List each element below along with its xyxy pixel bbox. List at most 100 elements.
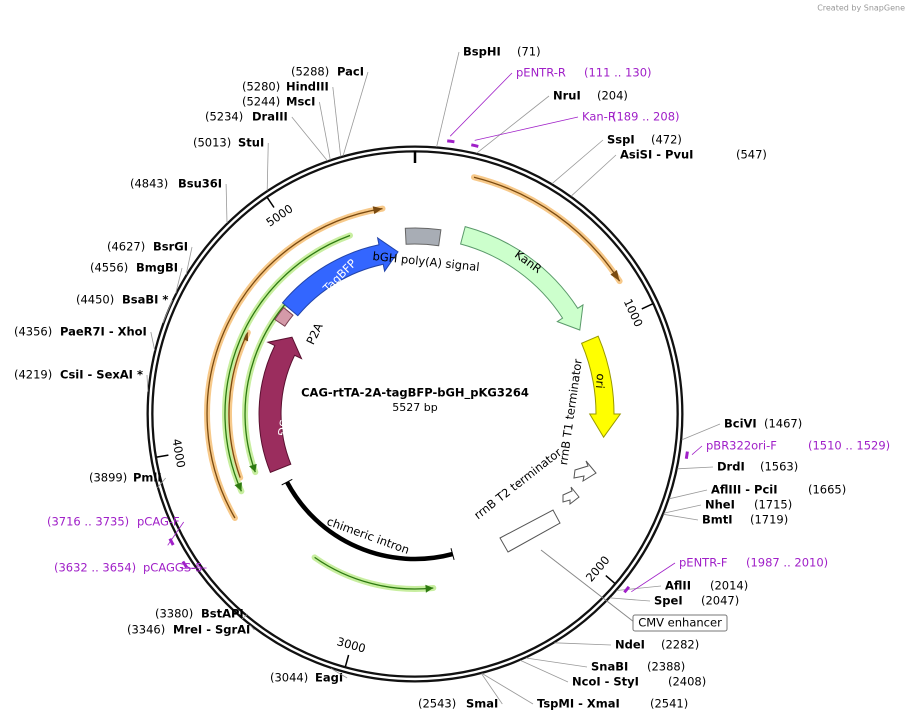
feature-tagbfp: [281, 236, 399, 317]
primer-mark: [684, 451, 689, 459]
enzyme-position: (3346): [127, 623, 165, 637]
feature-label: rrnB T2 terminator: [471, 445, 564, 522]
arc-head: [425, 584, 434, 593]
enzyme-leader: [249, 625, 255, 631]
enzyme-position: (3899): [89, 471, 127, 485]
enzyme-name: BsrGI: [153, 240, 188, 254]
feature-label: CMV enhancer: [638, 616, 722, 630]
scale-tick: [156, 454, 169, 458]
arc-head: [249, 463, 257, 473]
enzyme-leader: [318, 101, 331, 160]
scale-label: 1000: [621, 297, 646, 329]
enzyme-leader: [669, 489, 708, 500]
feature-label: bGH poly(A) signal: [372, 249, 480, 274]
enzyme-name: BciVI: [724, 417, 757, 431]
primer-range: (3632 .. 3654): [54, 561, 136, 575]
enzyme-position: (5234): [205, 110, 243, 124]
enzyme-name: DrdI: [717, 460, 745, 474]
enzyme-leader: [241, 613, 248, 620]
enzyme-position: (2541): [650, 697, 688, 711]
enzyme-name: NcoI - StyI: [572, 675, 639, 689]
enzyme-name: HindIII: [286, 80, 329, 94]
scale-label: 3000: [335, 634, 367, 655]
enzyme-position: (5013): [193, 136, 231, 150]
enzyme-leader: [266, 142, 269, 191]
enzyme-leader: [609, 597, 651, 602]
enzyme-leader: [146, 374, 149, 392]
enzyme-name: BspHI: [463, 45, 501, 59]
primer-mark: [623, 585, 631, 594]
enzyme-leader: [476, 95, 550, 154]
scale-label: 5000: [263, 201, 295, 229]
enzyme-leader: [162, 299, 173, 324]
enzyme-leader: [291, 116, 328, 161]
primer-name: pCAG-F: [137, 515, 180, 529]
primer-leader: [474, 116, 579, 141]
enzyme-position: (2282): [661, 638, 699, 652]
backbone-inner: [148, 147, 682, 681]
primer-range: (1510 .. 1529): [808, 439, 890, 453]
enzyme-name: NruI: [553, 89, 581, 103]
primer-name: pENTR-R: [516, 66, 566, 80]
enzyme-position: (4627): [107, 240, 145, 254]
primer-leader: [691, 445, 703, 456]
primer-mark: [447, 139, 455, 144]
cmv-box: [632, 614, 728, 632]
enzyme-leader: [677, 466, 714, 470]
primer-mark: [470, 143, 479, 148]
enzyme-leader: [175, 267, 183, 294]
enzyme-name: DraIII: [252, 110, 288, 124]
enzyme-name: SpeI: [654, 594, 683, 608]
enzyme-leader: [551, 139, 604, 185]
feature-box: [499, 509, 561, 553]
enzyme-name: PacI: [337, 65, 364, 79]
primer-mark: [181, 560, 189, 569]
enzyme-name: MscI: [286, 95, 315, 109]
enzyme-position: (71): [517, 45, 541, 59]
enzyme-position: (1719): [750, 513, 788, 527]
feature-intron: [285, 481, 454, 562]
feature-teton: [258, 336, 303, 474]
enzyme-position: (4556): [90, 261, 128, 275]
enzyme-leader: [663, 513, 699, 521]
enzyme-position: (5244): [242, 95, 280, 109]
primer-leader: [631, 562, 676, 593]
enzyme-name: EagI: [315, 671, 343, 685]
enzyme-position: (4843): [130, 177, 168, 191]
enzyme-leader: [332, 86, 342, 157]
primer-name: Kan-R: [582, 110, 616, 124]
primer-leader: [449, 72, 513, 137]
map-title: CAG-rtTA-2A-tagBFP-bGH_pKG3264: [301, 386, 529, 401]
enzyme-name: BstAPI: [201, 607, 244, 621]
enzyme-position: (1563): [760, 460, 798, 474]
enzyme-name: BmtI: [702, 513, 733, 527]
enzyme-name: AflIII - PciI: [711, 483, 778, 497]
primer-leader: [167, 521, 185, 546]
primer-range: (111 .. 130): [584, 66, 652, 80]
primer-name: pENTR-F: [679, 556, 727, 570]
enzyme-leader: [570, 154, 617, 197]
feature-kanr: [459, 225, 584, 331]
enzyme-name: BsaBI *: [122, 293, 168, 307]
arc-head: [234, 482, 242, 492]
enzyme-position: (472): [651, 133, 682, 147]
enzyme-position: (2543): [418, 697, 456, 711]
enzyme-position: (3380): [155, 607, 193, 621]
enzyme-position: (2408): [668, 675, 706, 689]
primer-range: (189 .. 208): [612, 110, 680, 124]
map-size: 5527 bp: [392, 401, 437, 414]
feature-label: ori: [593, 373, 608, 389]
enzyme-leader: [481, 673, 534, 705]
enzyme-leader: [436, 51, 460, 147]
enzyme-name: BmgBI: [136, 261, 178, 275]
primer-mark: [168, 538, 175, 546]
enzyme-position: (2014): [710, 579, 748, 593]
intron-end: [450, 548, 455, 561]
enzyme-name: SnaBI: [591, 660, 628, 674]
enzyme-name: AflII: [665, 579, 691, 593]
enzyme-name: AsiSI - PvuI: [620, 148, 693, 162]
enzyme-position: (1715): [754, 498, 792, 512]
enzyme-position: (5288): [291, 65, 329, 79]
enzyme-name: SspI: [607, 133, 635, 147]
